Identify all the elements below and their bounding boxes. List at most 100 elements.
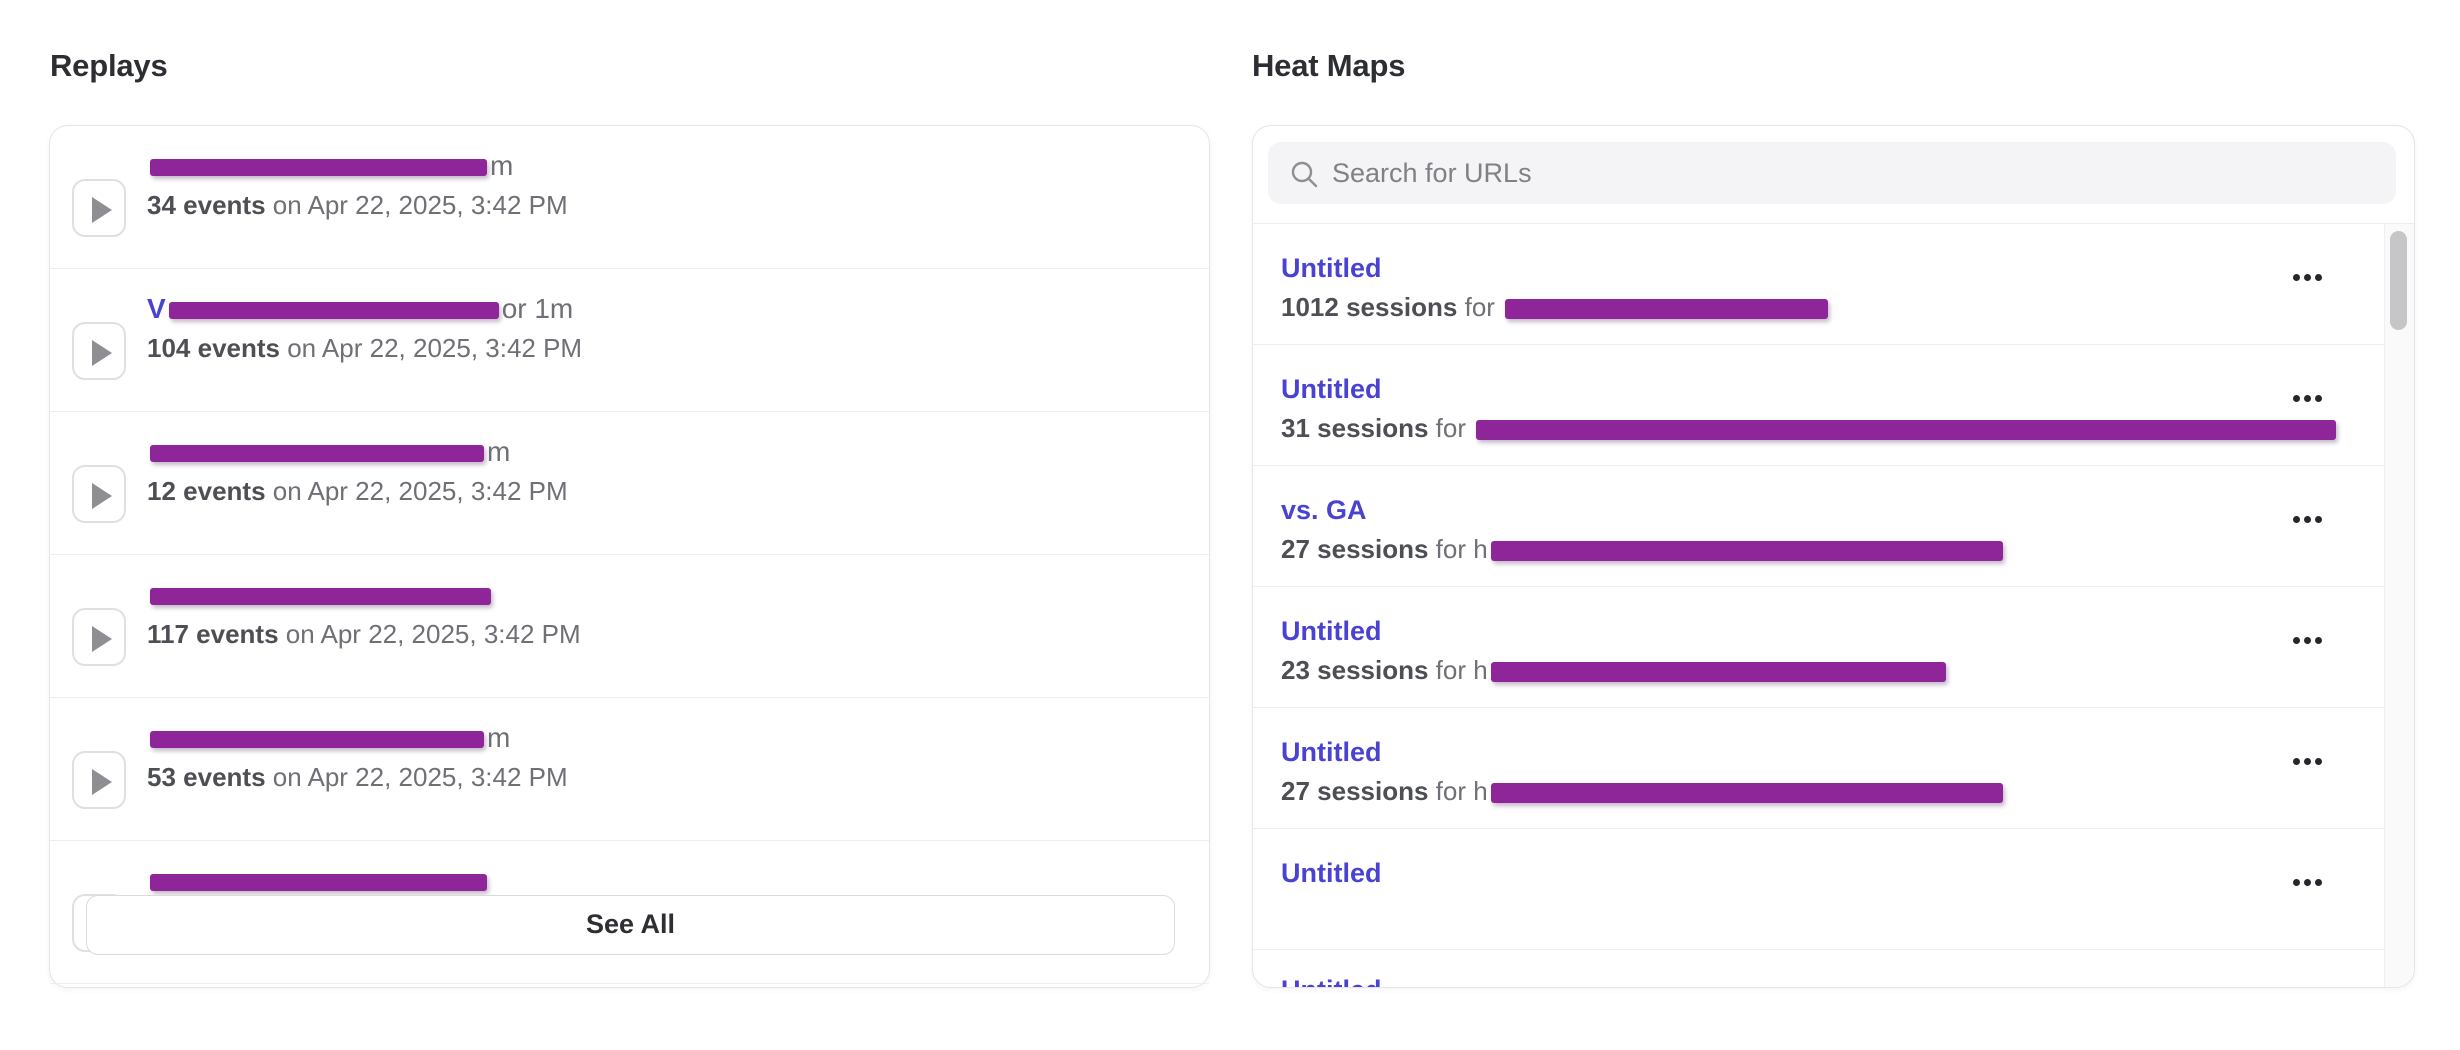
for-label: for: [1435, 413, 1467, 443]
replay-row: m 53 events on Apr 22, 2025, 3:42 PM: [50, 720, 1209, 841]
more-options-button[interactable]: [2289, 633, 2326, 648]
events-date: on Apr 22, 2025, 3:42 PM: [272, 476, 568, 506]
redaction-bar: [150, 159, 487, 176]
heatmap-title-link[interactable]: Untitled: [1281, 374, 1382, 404]
url-fragment: h: [1473, 776, 1488, 806]
heatmap-title-link[interactable]: vs. GA: [1281, 495, 1367, 525]
ellipsis-icon: [2304, 637, 2311, 644]
heatmap-title-link[interactable]: Untitled: [1281, 253, 1382, 283]
sessions-count: 27 sessions: [1281, 776, 1429, 806]
redaction-bar: [150, 874, 487, 891]
events-date: on Apr 22, 2025, 3:42 PM: [272, 190, 568, 220]
events-count: 104 events: [147, 333, 280, 363]
heatmap-row: Untitled 31 sessions for: [1253, 345, 2414, 466]
row-divider: [1253, 828, 2384, 829]
ellipsis-icon: [2315, 274, 2322, 281]
replay-row: m 12 events on Apr 22, 2025, 3:42 PM: [50, 434, 1209, 555]
row-divider: [1253, 465, 2384, 466]
play-icon: [92, 626, 112, 652]
play-button[interactable]: [72, 179, 126, 237]
ellipsis-icon: [2293, 637, 2300, 644]
visit-duration-fragment: or 1m: [501, 293, 574, 324]
heatmap-sessions: 27 sessions for h: [1281, 775, 2344, 807]
ellipsis-icon: [2304, 274, 2311, 281]
replay-title[interactable]: [147, 863, 1209, 899]
events-date: on Apr 22, 2025, 3:42 PM: [287, 333, 583, 363]
heatmap-sessions: 1012 sessions for: [1281, 291, 2344, 323]
play-icon: [92, 197, 112, 223]
heatmap-sessions: 31 sessions for: [1281, 412, 2344, 444]
ellipsis-icon: [2304, 395, 2311, 402]
heatmap-row: Untitled 1012 sessions for: [1253, 224, 2414, 345]
play-button[interactable]: [72, 751, 126, 809]
heatmap-title-link[interactable]: Untitled: [1281, 616, 1382, 646]
for-label: for: [1435, 534, 1467, 564]
ellipsis-icon: [2315, 879, 2322, 886]
search-box[interactable]: [1268, 142, 2396, 204]
redaction-bar: [1476, 420, 2337, 440]
play-button[interactable]: [72, 608, 126, 666]
visitor-name-fragment: V: [147, 293, 166, 324]
redaction-bar: [150, 588, 491, 605]
replay-title[interactable]: m: [147, 148, 1209, 184]
ellipsis-icon: [2315, 516, 2322, 523]
heatmap-row: Untitled 23 sessions for h: [1253, 587, 2414, 708]
heatmap-title-link[interactable]: Untitled: [1281, 973, 1382, 987]
replay-events: 34 events on Apr 22, 2025, 3:42 PM: [147, 188, 1209, 222]
more-options-button[interactable]: [2289, 391, 2326, 406]
replay-row: 117 events on Apr 22, 2025, 3:42 PM: [50, 577, 1209, 698]
replay-title[interactable]: m: [147, 720, 1209, 756]
ellipsis-icon: [2293, 395, 2300, 402]
redaction-bar: [1490, 541, 2003, 561]
heatmap-row: Untitled: [1253, 829, 2414, 950]
search-input[interactable]: [1332, 142, 2380, 204]
events-count: 34 events: [147, 190, 266, 220]
ellipsis-icon: [2315, 637, 2322, 644]
scrollbar-thumb[interactable]: [2390, 231, 2407, 330]
more-options-button[interactable]: [2289, 270, 2326, 285]
heatmap-row-clipped: Untitled: [1253, 950, 2414, 987]
replay-title[interactable]: m: [147, 434, 1209, 470]
row-divider: [1253, 707, 2384, 708]
for-label: for: [1435, 776, 1467, 806]
heatmap-title-link[interactable]: Untitled: [1281, 737, 1382, 767]
replay-row: m 34 events on Apr 22, 2025, 3:42 PM: [50, 148, 1209, 269]
more-options-button[interactable]: [2289, 512, 2326, 527]
ellipsis-icon: [2315, 758, 2322, 765]
events-date: on Apr 22, 2025, 3:42 PM: [285, 619, 581, 649]
ellipsis-icon: [2315, 395, 2322, 402]
redaction-bar: [1490, 783, 2003, 803]
sessions-count: 31 sessions: [1281, 413, 1429, 443]
play-icon: [92, 340, 112, 366]
row-divider: [1253, 949, 2384, 950]
visit-duration-fragment: m: [487, 436, 511, 467]
ellipsis-icon: [2293, 758, 2300, 765]
replays-heading: Replays: [50, 48, 168, 83]
play-button[interactable]: [72, 322, 126, 380]
heatmap-row: vs. GA 27 sessions for h: [1253, 466, 2414, 587]
redaction-bar: [1505, 299, 1829, 319]
url-fragment: h: [1473, 534, 1488, 564]
more-options-button[interactable]: [2289, 754, 2326, 769]
events-count: 117 events: [147, 619, 279, 649]
scrollbar-track[interactable]: [2384, 224, 2414, 987]
sessions-count: 1012 sessions: [1281, 292, 1458, 322]
visit-duration-fragment: m: [487, 722, 511, 753]
replay-title[interactable]: [147, 577, 1209, 613]
heatmap-title-link[interactable]: Untitled: [1281, 858, 1382, 888]
more-options-button[interactable]: [2289, 875, 2326, 890]
heatmaps-search-header: [1253, 126, 2414, 224]
heat-maps-heading: Heat Maps: [1252, 48, 1406, 83]
redaction-bar: [168, 302, 499, 319]
heatmap-sessions: 23 sessions for h: [1281, 654, 2344, 686]
redaction-bar: [150, 445, 484, 462]
play-icon: [92, 483, 112, 509]
url-fragment: h: [1473, 655, 1488, 685]
ellipsis-icon: [2304, 758, 2311, 765]
play-button[interactable]: [72, 465, 126, 523]
see-all-button[interactable]: See All: [86, 895, 1175, 955]
events-count: 12 events: [147, 476, 266, 506]
ellipsis-icon: [2304, 516, 2311, 523]
